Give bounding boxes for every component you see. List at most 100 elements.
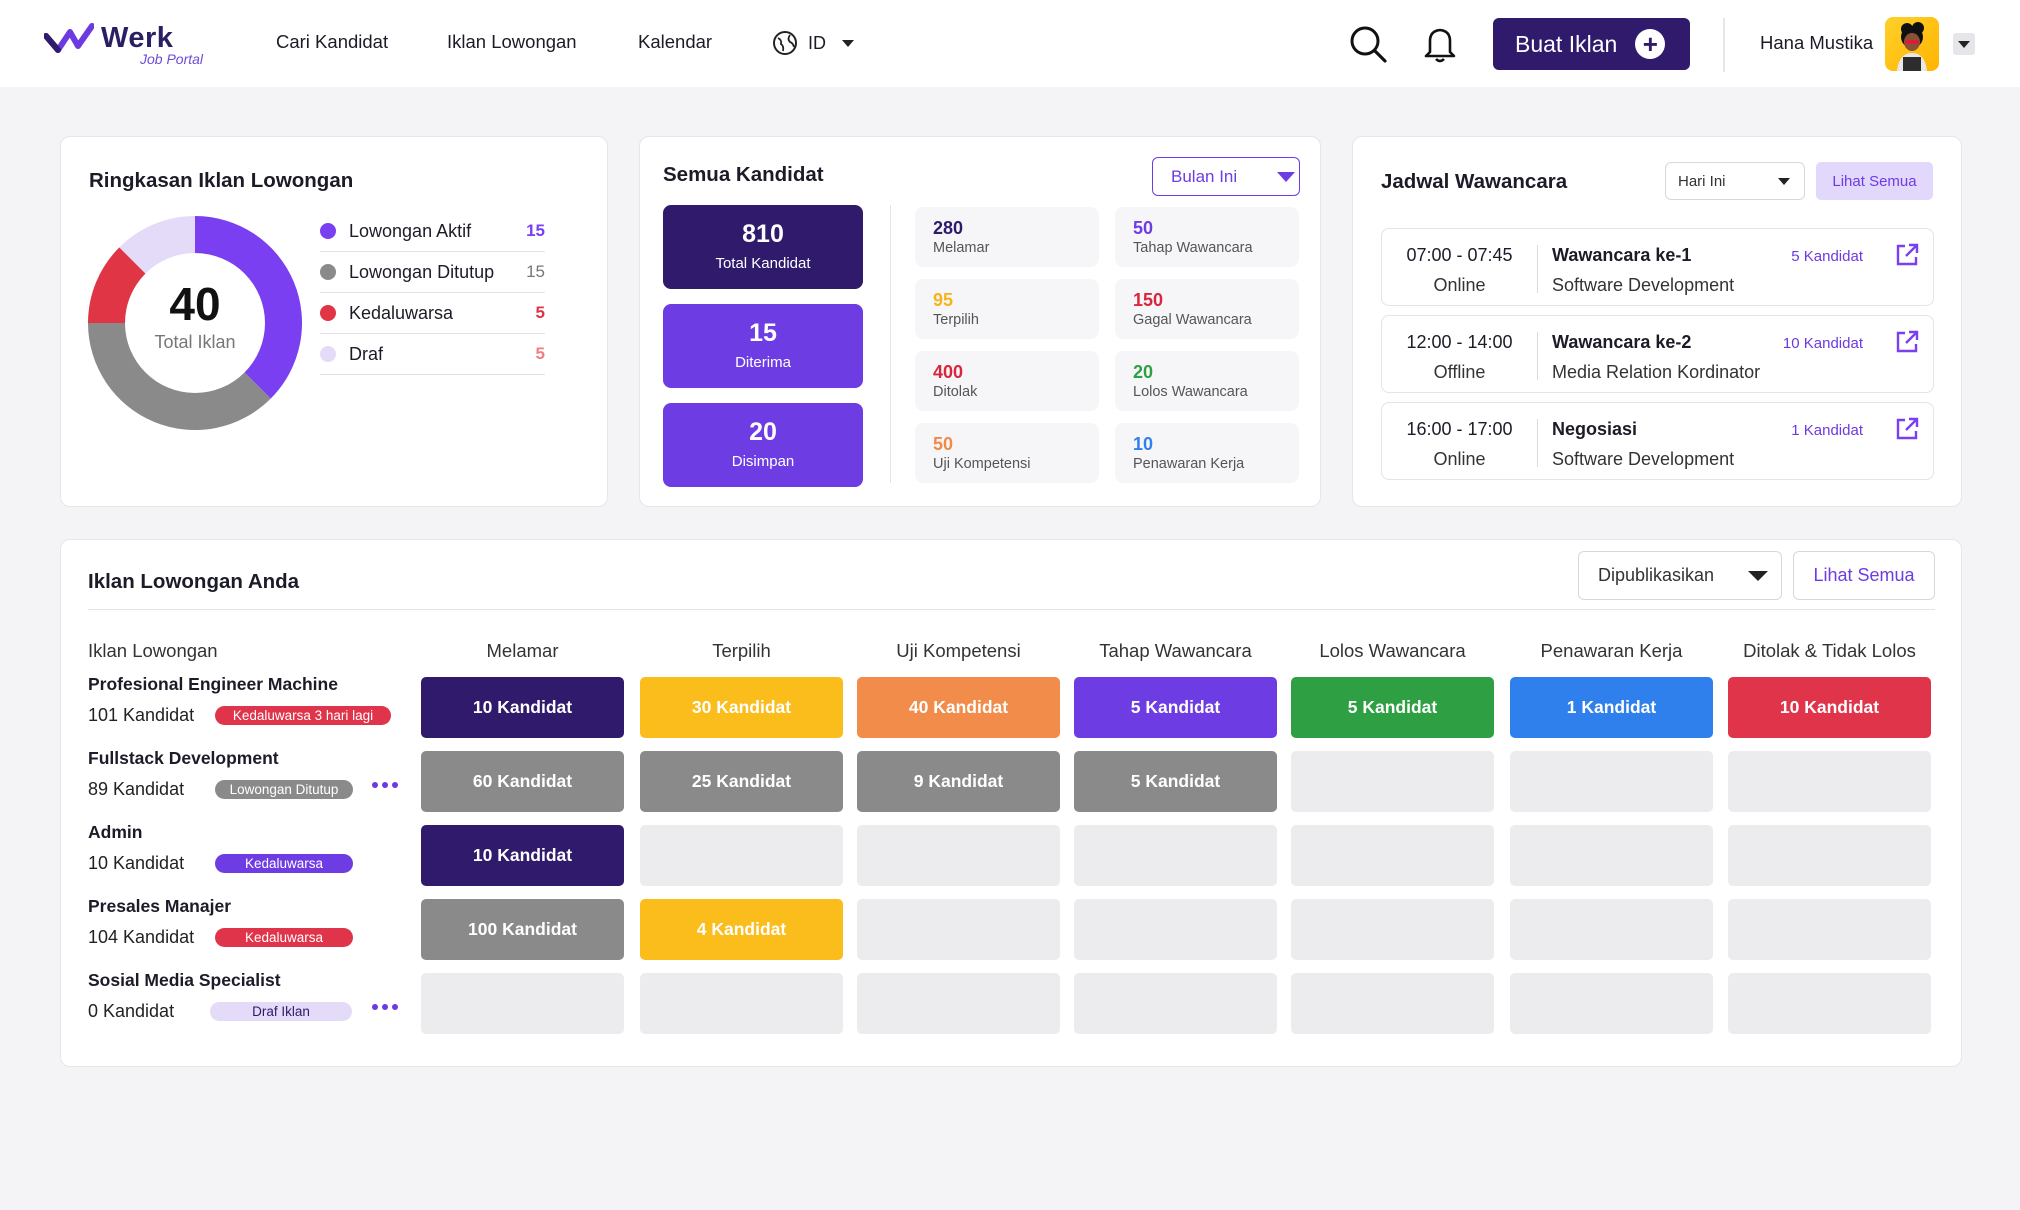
stage-cell[interactable]: 10 Kandidat <box>1728 677 1931 738</box>
schedule-time: 16:00 - 17:00 <box>1406 419 1513 439</box>
stat-tile[interactable]: 150 Gagal Wawancara <box>1115 279 1299 339</box>
schedule-candidate-count[interactable]: 5 Kandidat <box>1791 248 1863 265</box>
chevron-down-icon <box>1277 171 1296 182</box>
stage-cell[interactable]: 100 Kandidat <box>421 899 624 960</box>
schedule-item[interactable]: 12:00 - 14:00 Offline Wawancara ke-2 Media … <box>1381 315 1934 393</box>
stat-label: Gagal Wawancara <box>1133 312 1252 328</box>
empty-stage-cell <box>1510 899 1713 960</box>
globe-icon <box>773 31 797 55</box>
stage-cell[interactable]: 4 Kandidat <box>640 899 843 960</box>
schedule-candidate-count[interactable]: 10 Kandidat <box>1782 335 1863 352</box>
donut-chart <box>88 216 302 430</box>
empty-stage-cell <box>640 973 843 1034</box>
chevron-down-icon <box>1777 177 1790 185</box>
external-link-icon[interactable] <box>1893 241 1921 269</box>
kpi-tile[interactable]: 15 Diterima <box>663 304 863 388</box>
schedule-time: 07:00 - 07:45 <box>1406 245 1513 265</box>
stat-value: 50 <box>1133 218 1154 238</box>
status-badge: Kedaluwarsa 3 hari lagi <box>215 706 391 725</box>
stage-cell[interactable]: 1 Kandidat <box>1510 677 1713 738</box>
job-candidate-count: 10 Kandidat <box>88 853 185 873</box>
stage-cell[interactable]: 10 Kandidat <box>421 677 624 738</box>
period-dropdown[interactable]: Bulan Ini <box>1152 157 1300 196</box>
job-title[interactable]: Fullstack Development <box>88 748 279 768</box>
stat-value: 20 <box>1133 362 1154 382</box>
see-all-schedule-button[interactable]: Lihat Semua <box>1816 162 1933 200</box>
stat-label: Lolos Wawancara <box>1133 384 1248 400</box>
total-ads-value: 40 <box>169 278 221 330</box>
create-ad-button[interactable]: Buat Iklan + <box>1493 18 1690 70</box>
stage-cell[interactable]: 10 Kandidat <box>421 825 624 886</box>
more-options-button[interactable] <box>372 782 398 788</box>
status-badge: Lowongan Ditutup <box>215 780 353 799</box>
stage-cell[interactable]: 30 Kandidat <box>640 677 843 738</box>
stage-cell[interactable]: 5 Kandidat <box>1074 751 1277 812</box>
stat-tile[interactable]: 400 Ditolak <box>915 351 1099 411</box>
job-title[interactable]: Profesional Engineer Machine <box>88 674 338 694</box>
stat-tile[interactable]: 50 Tahap Wawancara <box>1115 207 1299 267</box>
empty-stage-cell <box>640 825 843 886</box>
user-menu-toggle[interactable] <box>1953 33 1975 55</box>
stat-value: 10 <box>1133 434 1154 454</box>
job-title[interactable]: Presales Manajer <box>88 896 232 916</box>
bell-icon[interactable] <box>1422 24 1458 64</box>
schedule-mode: Online <box>1433 449 1486 469</box>
period-dropdown-value: Bulan Ini <box>1171 166 1238 186</box>
stat-tile[interactable]: 95 Terpilih <box>915 279 1099 339</box>
stage-cell[interactable]: 25 Kandidat <box>640 751 843 812</box>
schedule-candidate-count[interactable]: 1 Kandidat <box>1791 422 1863 439</box>
job-title[interactable]: Admin <box>88 822 143 842</box>
column-header: Ditolak & Tidak Lolos <box>1743 640 1916 661</box>
job-candidate-count: 89 Kandidat <box>88 779 185 799</box>
logo-icon <box>44 23 94 53</box>
stage-cell[interactable]: 40 Kandidat <box>857 677 1060 738</box>
status-filter-value: Dipublikasikan <box>1598 565 1715 585</box>
logo-name: Werk <box>101 22 174 54</box>
kpi-tile[interactable]: 810 Total Kandidat <box>663 205 863 289</box>
job-candidate-count: 0 Kandidat <box>88 1001 175 1021</box>
schedule-time: 12:00 - 14:00 <box>1406 332 1513 352</box>
job-title[interactable]: Sosial Media Specialist <box>88 970 281 990</box>
legend-label: Draf <box>349 343 384 364</box>
avatar[interactable] <box>1885 17 1939 71</box>
stage-cell[interactable]: 9 Kandidat <box>857 751 1060 812</box>
language-selector[interactable]: ID <box>772 30 854 56</box>
stat-label: Uji Kompetensi <box>933 456 1031 472</box>
more-options-button[interactable] <box>372 1004 398 1010</box>
stage-cell[interactable]: 60 Kandidat <box>421 751 624 812</box>
external-link-icon[interactable] <box>1893 328 1921 356</box>
nav-iklan-lowongan[interactable]: Iklan Lowongan <box>447 31 577 52</box>
kpi-tile[interactable]: 20 Disimpan <box>663 403 863 487</box>
empty-stage-cell <box>1728 751 1931 812</box>
stat-tile[interactable]: 50 Uji Kompetensi <box>915 423 1099 483</box>
empty-stage-cell <box>1510 751 1713 812</box>
card-title: Ringkasan Iklan Lowongan <box>89 169 354 192</box>
empty-stage-cell <box>857 973 1060 1034</box>
legend-value: 15 <box>526 221 545 240</box>
schedule-item[interactable]: 16:00 - 17:00 Online Negosiasi Software Dev… <box>1381 402 1934 480</box>
stat-tile[interactable]: 20 Lolos Wawancara <box>1115 351 1299 411</box>
column-header: Lolos Wawancara <box>1319 640 1466 661</box>
stage-cell[interactable]: 5 Kandidat <box>1291 677 1494 738</box>
empty-stage-cell <box>1728 825 1931 886</box>
day-filter-dropdown[interactable]: Hari Ini <box>1665 162 1805 200</box>
kpi-value: 20 <box>749 418 777 446</box>
schedule-item[interactable]: 07:00 - 07:45 Online Wawancara ke-1 Softwar… <box>1381 228 1934 306</box>
status-filter-dropdown[interactable]: Dipublikasikan <box>1578 551 1782 600</box>
legend-dot <box>320 346 336 362</box>
empty-stage-cell <box>1074 899 1277 960</box>
search-icon[interactable] <box>1348 24 1388 64</box>
empty-stage-cell <box>1291 973 1494 1034</box>
nav-cari-kandidat[interactable]: Cari Kandidat <box>276 31 389 52</box>
nav-kalendar[interactable]: Kalendar <box>638 31 713 52</box>
see-all-jobs-button[interactable]: Lihat Semua <box>1793 551 1935 600</box>
stat-tile[interactable]: 10 Penawaran Kerja <box>1115 423 1299 483</box>
empty-stage-cell <box>1510 825 1713 886</box>
stat-tile[interactable]: 280 Melamar <box>915 207 1099 267</box>
legend-item: Draf 5 <box>320 334 545 375</box>
external-link-icon[interactable] <box>1893 415 1921 443</box>
job-candidate-count: 101 Kandidat <box>88 705 195 725</box>
stage-cell[interactable]: 5 Kandidat <box>1074 677 1277 738</box>
jobs-title: Iklan Lowongan Anda <box>88 570 300 593</box>
job-candidate-count: 104 Kandidat <box>88 927 195 947</box>
